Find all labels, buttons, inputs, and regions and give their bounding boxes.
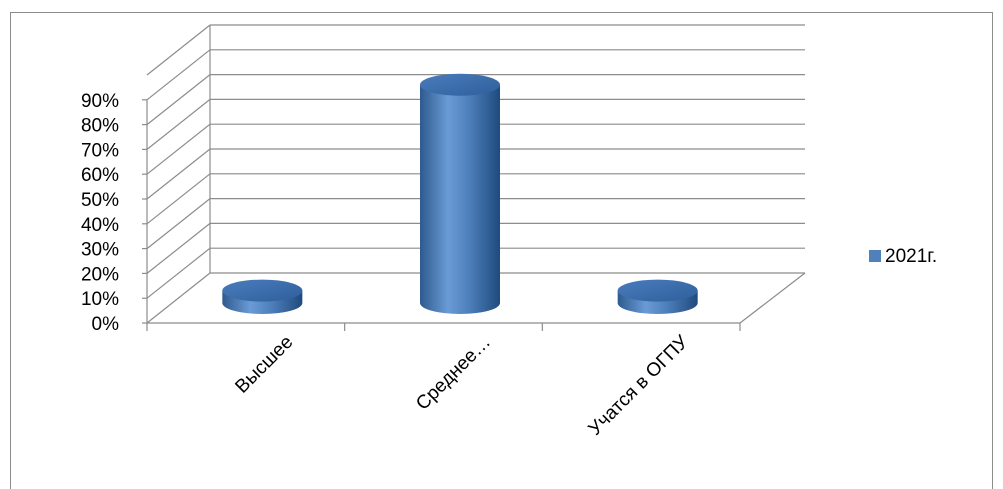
legend-label: 2021г. xyxy=(885,246,937,267)
side-gridline xyxy=(146,148,211,200)
x-tick-label: Высшее xyxy=(231,332,297,398)
side-gridline xyxy=(146,272,211,324)
bar-top xyxy=(420,73,500,96)
y-tick-label: 70% xyxy=(81,140,119,161)
x-tick-label: Среднее… xyxy=(412,332,495,415)
side-gridline xyxy=(146,49,211,101)
side-gridline xyxy=(146,123,211,175)
bar xyxy=(222,279,303,315)
side-gridline xyxy=(146,74,211,126)
side-gridline xyxy=(146,98,211,150)
side-gridline xyxy=(146,24,211,76)
y-tick-label: 40% xyxy=(81,215,119,236)
bar xyxy=(420,73,500,314)
bar-body xyxy=(420,84,500,314)
bar xyxy=(617,279,698,314)
y-tick-label: 90% xyxy=(81,91,119,112)
y-tick-label: 0% xyxy=(92,314,120,335)
bar-top xyxy=(222,279,303,302)
y-tick-label: 80% xyxy=(81,116,119,137)
y-tick-label: 60% xyxy=(81,165,119,186)
y-tick-label: 50% xyxy=(81,190,119,211)
y-axis-ticks: 0% 10% 20% 30% 40% 50% 60% 70% 80% 90% xyxy=(81,91,119,335)
x-tick-label: Учатся в ОГПУ xyxy=(585,331,694,440)
x-axis-labels: Высшее Среднее… Учатся в ОГПУ xyxy=(231,331,693,440)
y-tick-label: 10% xyxy=(81,289,119,310)
y-tick-label: 20% xyxy=(81,264,119,285)
side-gridline xyxy=(146,247,211,299)
axes xyxy=(142,99,806,331)
side-gridline xyxy=(146,222,211,274)
bars xyxy=(222,73,698,315)
side-gridline xyxy=(146,198,211,250)
floor-edge xyxy=(739,272,806,324)
grid xyxy=(146,24,805,324)
y-tick-label: 30% xyxy=(81,240,119,261)
chart-frame xyxy=(10,12,993,489)
bar-top xyxy=(617,279,698,302)
legend-swatch xyxy=(869,250,881,262)
legend: 2021г. xyxy=(869,246,937,267)
side-gridline xyxy=(146,173,211,225)
